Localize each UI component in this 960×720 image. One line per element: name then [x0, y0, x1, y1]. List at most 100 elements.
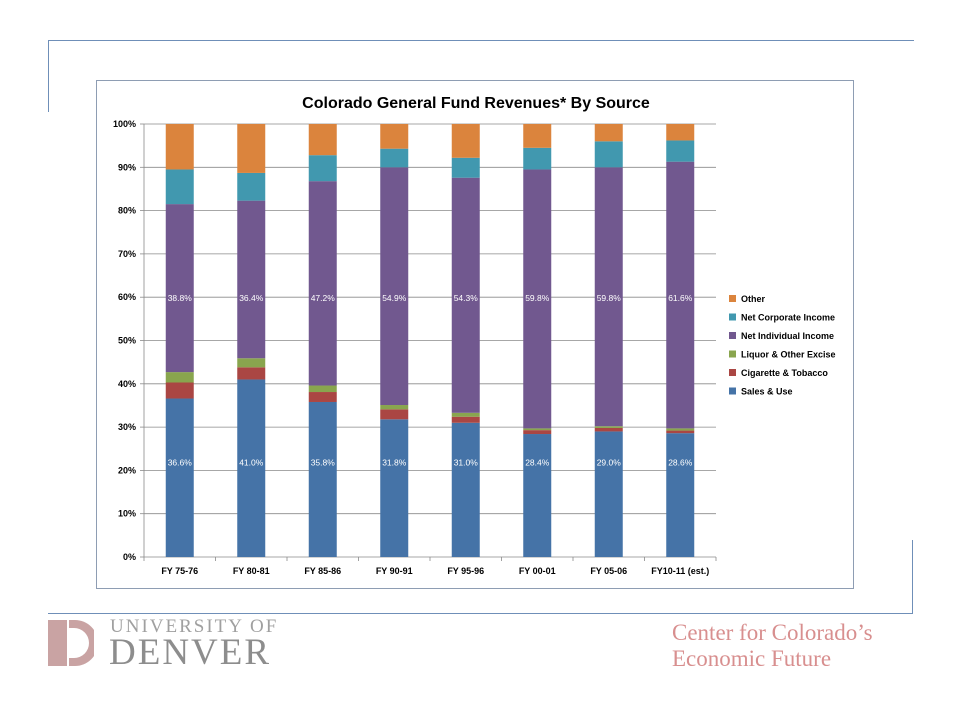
bar-segment: [666, 433, 695, 557]
bar-segment: [451, 422, 480, 557]
bar-segment: [666, 161, 695, 429]
y-tick-label: 30%: [118, 422, 136, 432]
center-for-colorados-economic-future-logo: Center for Colorado’s Economic Future: [672, 620, 922, 672]
bar-segment: [380, 167, 409, 406]
bar-value-labels: 36.6% 38.8% 41.0% 36.4% 35.8% 47.2% 31.8% 54.9%…: [168, 293, 693, 467]
bar-segment: [666, 428, 695, 431]
data-label: 31.0%: [454, 457, 479, 467]
bar-segment: [523, 147, 552, 170]
bar-segment: [594, 141, 623, 168]
x-tick-label: FY 00-01: [519, 566, 556, 576]
bar-segment: [380, 124, 409, 149]
bar-segment: [165, 372, 194, 383]
data-label: 28.6%: [668, 457, 693, 467]
bar-segment: [237, 379, 266, 557]
legend-label: Net Corporate Income: [741, 313, 835, 323]
legend-swatch: [729, 387, 736, 395]
center-logo-line1: Center for Colorado’s: [672, 620, 873, 645]
data-label: 54.9%: [382, 293, 407, 303]
data-label: 47.2%: [311, 293, 336, 303]
bar-segment: [451, 412, 480, 417]
bar-segment: [666, 124, 695, 141]
y-tick-label: 0%: [123, 552, 136, 562]
data-label: 54.3%: [454, 293, 479, 303]
stacked-bars: [165, 124, 695, 557]
bar-segment: [451, 157, 480, 178]
data-label: 59.8%: [597, 293, 622, 303]
y-tick-label: 20%: [118, 465, 136, 475]
bar-segment: [523, 430, 552, 435]
bar-segment: [380, 148, 409, 168]
y-tick-label: 10%: [118, 509, 136, 519]
bar-segment: [237, 200, 266, 359]
bar-segment: [308, 385, 337, 393]
legend-label: Net Individual Income: [741, 331, 834, 341]
axes: 0% 10% 20% 30% 40% 50% 60% 70% 80% 90% 100% FY 75-7…: [113, 119, 717, 576]
chart-title: Colorado General Fund Revenues* By Sourc…: [302, 95, 650, 112]
x-tick-label: FY 90-91: [376, 566, 413, 576]
bar-segment: [165, 382, 194, 399]
university-of-text: UNIVERSITY OF: [110, 616, 279, 637]
bar-segment: [594, 427, 623, 432]
legend-swatch: [729, 350, 736, 358]
bar-segment: [451, 124, 480, 158]
frame-line-top: [48, 40, 914, 41]
y-tick-label: 90%: [118, 162, 136, 172]
y-tick-label: 70%: [118, 249, 136, 259]
center-logo-line2: Economic Future: [672, 646, 832, 671]
bar-segment: [523, 124, 552, 148]
bar-segment: [380, 419, 409, 557]
x-tick-label: FY 05-06: [590, 566, 627, 576]
bar-segment: [523, 428, 552, 431]
x-tick-label: FY10-11 (est.): [651, 566, 709, 576]
legend-swatch: [729, 369, 736, 376]
bar-segment: [165, 124, 194, 170]
grid-lines: [144, 123, 716, 558]
x-tick-label: FY 75-76: [161, 566, 198, 576]
frame-line-left: [48, 40, 49, 112]
bar-segment: [380, 409, 409, 420]
bar-segment: [308, 401, 337, 557]
bar-segment: [594, 124, 623, 142]
legend-label: Other: [741, 294, 766, 304]
data-label: 36.6%: [168, 457, 193, 467]
data-label: 29.0%: [597, 457, 622, 467]
x-tick-label: FY 85-86: [304, 566, 341, 576]
legend-swatch: [729, 295, 736, 302]
data-label: 31.8%: [382, 457, 407, 467]
bar-segment: [451, 416, 480, 423]
bar-segment: [237, 367, 266, 380]
bar-segment: [237, 124, 266, 173]
y-tick-label: 50%: [118, 336, 136, 346]
bar-segment: [165, 204, 194, 373]
data-label: 41.0%: [239, 457, 264, 467]
data-label: 35.8%: [311, 457, 336, 467]
bar-segment: [523, 434, 552, 557]
bar-segment: [165, 169, 194, 205]
data-label: 61.6%: [668, 293, 693, 303]
data-label: 38.8%: [168, 293, 193, 303]
y-tick-label: 60%: [118, 292, 136, 302]
revenue-chart: Colorado General Fund Revenues* By Sourc…: [113, 95, 836, 576]
bar-segment: [308, 155, 337, 182]
frame-line-bottom: [48, 613, 913, 614]
y-tick-label: 100%: [113, 119, 136, 129]
frame-line-right: [912, 540, 913, 614]
y-tick-label: 40%: [118, 379, 136, 389]
bar-segment: [594, 167, 623, 427]
data-label: 36.4%: [239, 293, 264, 303]
legend-swatch: [729, 313, 736, 321]
du-logo-icon: [48, 620, 94, 666]
bar-segment: [594, 426, 623, 428]
bar-segment: [308, 392, 337, 402]
bar-segment: [666, 140, 695, 162]
bar-segment: [666, 430, 695, 434]
bar-segment: [237, 172, 266, 201]
legend-swatch: [729, 332, 736, 339]
bar-segment: [523, 169, 552, 429]
x-tick-label: FY 95-96: [447, 566, 484, 576]
bar-segment: [594, 431, 623, 557]
bar-segment: [165, 398, 194, 557]
bar-segment: [308, 124, 337, 156]
denver-text: DENVER: [109, 632, 272, 673]
